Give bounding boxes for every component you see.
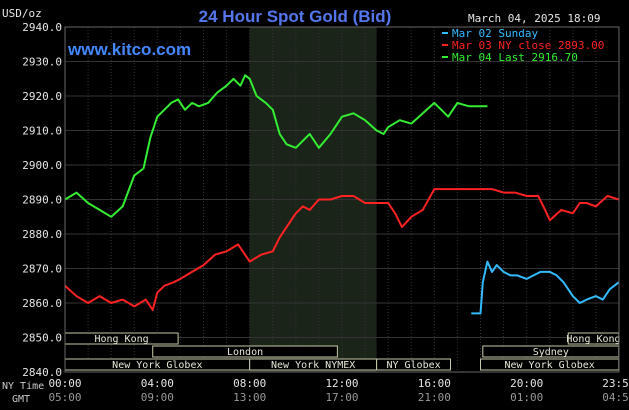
y-tick-label: 2940.0 xyxy=(22,21,62,34)
gmt-tick-label: 13:00 xyxy=(233,391,266,404)
session-label: New York Globex xyxy=(112,360,202,371)
chart-title: 24 Hour Spot Gold (Bid) xyxy=(199,7,392,26)
plot-frame xyxy=(64,26,620,373)
y-tick-label: 2850.0 xyxy=(22,332,62,345)
session-bars: Hong Kong Hong Kong London Sydney New York G… xyxy=(64,332,621,371)
x-tick-label: 00:00 xyxy=(48,377,81,390)
ny-time-label: NY Time xyxy=(2,381,44,392)
grid xyxy=(64,26,620,373)
y-tick-label: 2890.0 xyxy=(22,194,62,207)
x-tick-label: 12:00 xyxy=(325,377,358,390)
x-tick-label: 08:00 xyxy=(233,377,266,390)
x-tick-label: 23:59 xyxy=(602,377,629,390)
y-tick-label: 2880.0 xyxy=(22,228,62,241)
session-label: New York Globex xyxy=(504,360,594,371)
y-tick-label: 2840.0 xyxy=(22,366,62,379)
session-label: New York NYMEX xyxy=(271,360,355,371)
gmt-tick-label: 17:00 xyxy=(325,391,358,404)
session-label: Sydney xyxy=(533,347,569,358)
x-tick-label: 04:00 xyxy=(141,377,174,390)
session-bar xyxy=(376,358,451,371)
y-tick-label: 2900.0 xyxy=(22,159,62,172)
session-bar xyxy=(152,345,338,358)
x-tick-label: 16:00 xyxy=(418,377,451,390)
gmt-label: GMT xyxy=(12,394,30,405)
y-axis-label: USD/oz xyxy=(2,7,42,20)
x-tick-label: 20:00 xyxy=(510,377,543,390)
legend-entry: Mar 04 Last 2916.70 xyxy=(452,51,578,64)
gmt-tick-label: 04:59 xyxy=(602,391,629,404)
session-label: Hong Kong xyxy=(566,334,620,345)
series-line xyxy=(471,260,620,315)
session-label: London xyxy=(227,347,263,358)
y-tick-label: 2920.0 xyxy=(22,90,62,103)
gmt-tick-label: 05:00 xyxy=(48,391,81,404)
legend-entry: Mar 03 NY close 2893.00 xyxy=(452,39,604,52)
series-line xyxy=(64,188,620,311)
session-label: NY Globex xyxy=(386,360,440,371)
session-label: Hong Kong xyxy=(94,334,148,345)
gmt-tick-label: 01:00 xyxy=(510,391,543,404)
gmt-tick-label: 21:00 xyxy=(418,391,451,404)
legend-entry: Mar 02 Sunday xyxy=(452,27,538,40)
series-line xyxy=(64,74,488,218)
y-tick-label: 2910.0 xyxy=(22,125,62,138)
y-tick-label: 2860.0 xyxy=(22,297,62,310)
site-watermark: www.kitco.com xyxy=(67,40,191,59)
date-time-stamp: March 04, 2025 18:09 xyxy=(468,12,600,25)
y-tick-labels: 2940.0 2930.0 2920.0 2910.0 2900.0 2890.0 2880… xyxy=(22,21,62,379)
y-tick-label: 2930.0 xyxy=(22,56,62,69)
y-tick-label: 2870.0 xyxy=(22,263,62,276)
series-lines xyxy=(64,74,620,315)
gmt-tick-label: 09:00 xyxy=(141,391,174,404)
